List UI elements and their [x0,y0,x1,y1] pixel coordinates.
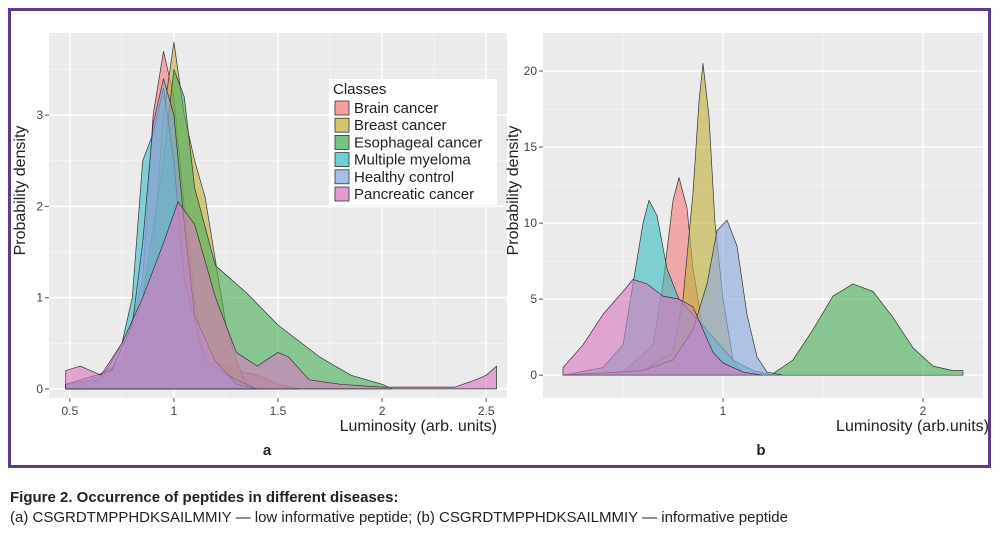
x-tick-label: 2 [379,404,386,418]
caption-subtitle: (a) CSGRDTMPPHDKSAILMMIY — low informati… [10,509,788,526]
y-tick-label: 5 [530,292,537,306]
y-axis-label: Probability density [505,126,522,256]
legend-background [329,79,497,205]
legend-swatch [334,152,350,168]
legend-item-label: Healthy control [354,169,454,186]
panel-label-b: b [756,442,765,459]
x-tick-label: 2 [920,404,927,418]
x-axis-label: Luminosity (arb.units) [836,418,988,435]
y-tick-label: 20 [524,64,538,78]
legend-swatch [334,135,350,150]
legend-title: Classes [333,81,386,98]
legend-swatch [334,100,350,116]
legend-item-label: Brain cancer [354,100,438,117]
y-tick-label: 10 [524,216,538,230]
y-tick-label: 15 [524,140,538,154]
density-area-pancreatic-cancer [562,279,764,376]
legend-swatch [334,117,350,133]
legend-item-label: Breast cancer [354,117,447,134]
x-tick-label: 1 [171,404,178,418]
legend-item-label: Esophageal cancer [354,134,482,151]
legend-swatch [334,169,350,185]
y-tick-label: 0 [36,382,43,396]
y-tick-label: 1 [36,291,43,305]
density-area-pancreatic-cancer [65,201,497,390]
x-tick-label: 1.5 [270,404,287,418]
chart-panel-a: 0.5 1 1.5 2 2.5 0 1 2 3 Luminosity (arb. units) Pr… [12,33,507,459]
density-area-esophageal-cancer [772,283,964,376]
x-tick-label: 1 [720,404,727,418]
legend-swatch [334,186,350,202]
legend-item-label: Multiple myeloma [354,152,471,169]
panel-label-a: a [263,442,272,459]
y-axis-label: Probability density [12,126,29,256]
figure-caption: Figure 2. Occurrence of peptides in diff… [10,488,995,528]
x-tick-label: 0.5 [61,404,78,418]
y-tick-label: 2 [36,199,43,213]
figure-svg: 0.5 1 1.5 2 2.5 0 1 2 3 Luminosity (arb. units) Pr… [12,33,989,459]
legend-item-label: Pancreatic cancer [354,186,474,203]
x-tick-label: 2.5 [478,404,495,418]
caption-title: Figure 2. Occurrence of peptides in diff… [10,489,399,506]
figure-frame: 0.5 1 1.5 2 2.5 0 1 2 3 Luminosity (arb. units) Pr… [8,8,991,468]
y-tick-label: 3 [36,108,43,122]
x-axis-label: Luminosity (arb. units) [340,418,497,435]
y-tick-label: 0 [530,368,537,382]
